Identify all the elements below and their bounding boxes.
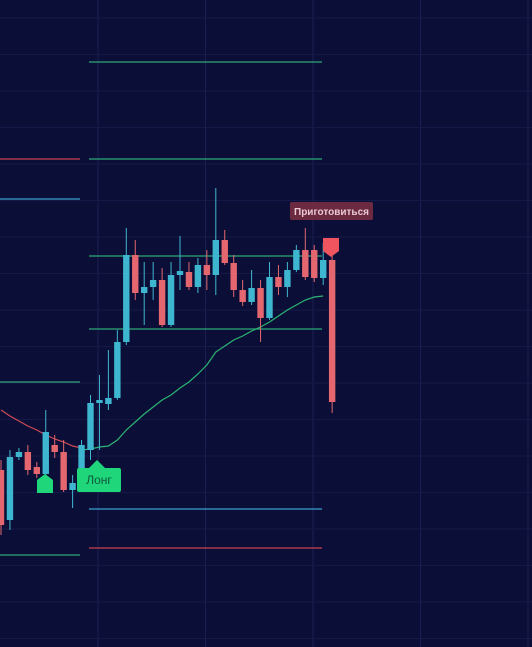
candle-body xyxy=(105,398,112,404)
plot xyxy=(0,61,336,556)
candle-body xyxy=(176,271,184,275)
candle-body xyxy=(185,272,193,287)
candle-body xyxy=(132,255,139,293)
candle-body xyxy=(212,240,219,275)
candle-body xyxy=(266,277,273,318)
long-arrow xyxy=(89,460,105,468)
candle-body xyxy=(114,342,121,398)
candle-body xyxy=(42,432,49,474)
candle-body xyxy=(0,470,5,525)
candle-body xyxy=(69,483,76,490)
candle-body xyxy=(6,457,14,520)
candle-body xyxy=(33,467,40,474)
ready-marker xyxy=(323,238,339,257)
candle-body xyxy=(257,288,264,318)
candle-body xyxy=(123,255,130,342)
candle-body xyxy=(284,270,291,287)
ready-label: Приготовиться xyxy=(294,207,369,218)
candle-body xyxy=(141,287,148,293)
candle-body xyxy=(275,277,282,287)
candle-body xyxy=(51,445,58,452)
candle-body xyxy=(239,290,246,302)
candle-body xyxy=(15,452,23,457)
candle-body xyxy=(149,280,157,287)
candle-body xyxy=(328,260,336,402)
candle-body xyxy=(87,403,94,450)
candle-body xyxy=(167,275,175,325)
ready-label-box xyxy=(290,202,373,220)
candle-body xyxy=(194,265,202,287)
candle-body xyxy=(203,265,211,275)
candle-body xyxy=(248,288,255,302)
candle-body xyxy=(24,452,32,470)
long-marker xyxy=(37,474,53,493)
candle-body xyxy=(60,452,67,490)
long-label: Лонг xyxy=(86,473,112,487)
candle-body xyxy=(96,400,103,403)
candle-body xyxy=(302,250,309,277)
long-signal: Лонг xyxy=(37,460,121,493)
ready-signal: Приготовиться xyxy=(290,202,373,257)
candle-body xyxy=(221,240,228,263)
candle-body xyxy=(320,260,327,278)
long-label-box xyxy=(77,468,121,492)
candle-body xyxy=(311,250,318,278)
moving-average xyxy=(81,295,324,451)
moving-average xyxy=(0,409,82,449)
candle-body xyxy=(293,250,300,270)
candle-body xyxy=(158,280,166,325)
candle-body xyxy=(78,445,85,485)
candle-body xyxy=(230,263,237,290)
